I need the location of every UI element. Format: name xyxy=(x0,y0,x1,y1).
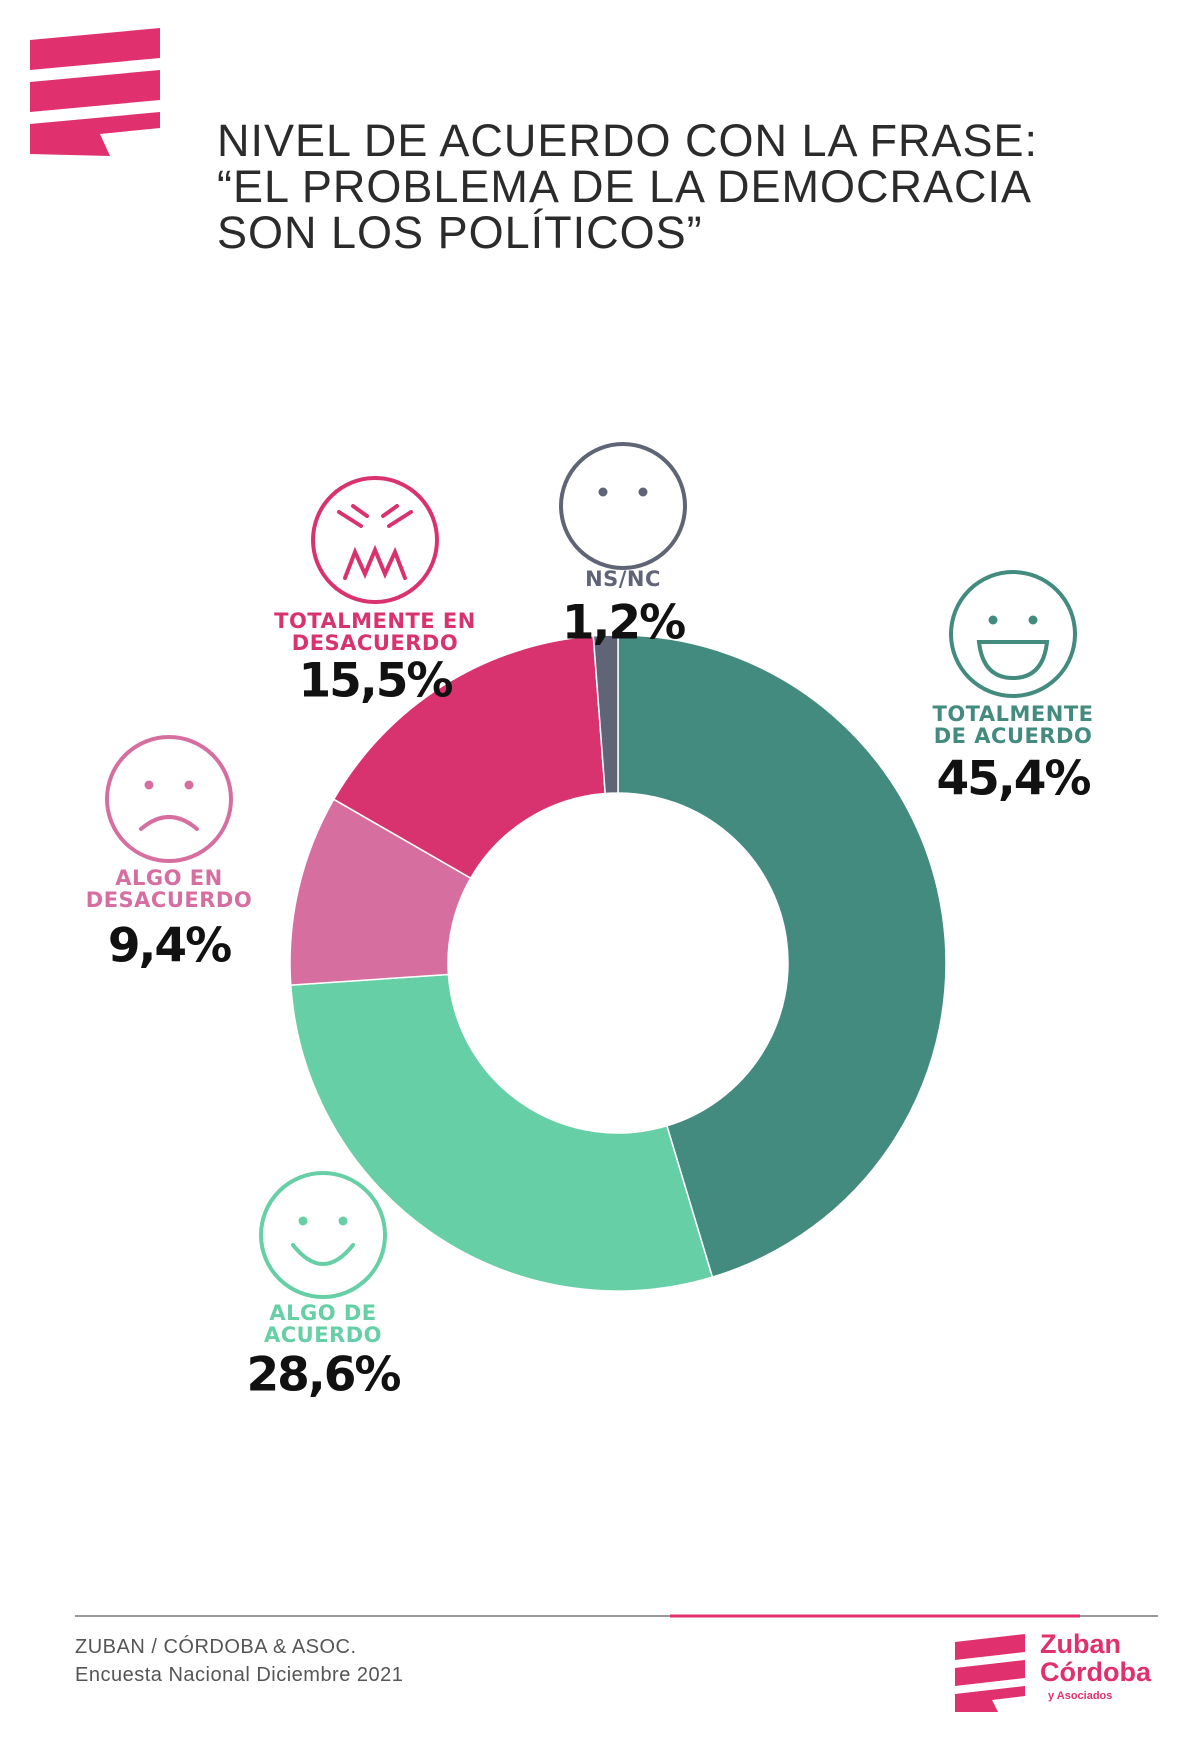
face-eye xyxy=(1028,615,1038,625)
logo-line: Zuban xyxy=(1040,1629,1121,1659)
donut-slice xyxy=(289,973,714,1292)
face-outline xyxy=(105,735,233,863)
value-label: 28,6% xyxy=(246,1347,401,1403)
face-mouth xyxy=(337,504,413,580)
face-icon xyxy=(259,1171,387,1299)
face-icon xyxy=(949,570,1077,698)
title-line: SON LOS POLÍTICOS” xyxy=(217,207,703,258)
face-icon xyxy=(311,476,439,604)
face-outline xyxy=(559,442,687,570)
face-eye xyxy=(638,487,648,497)
donut-slice xyxy=(592,634,619,795)
slice-label: NS/NC xyxy=(585,567,661,591)
face-eye xyxy=(298,1216,308,1226)
donut-slice xyxy=(617,634,947,1279)
face-eye xyxy=(338,1216,348,1226)
face-eye xyxy=(144,780,154,790)
footer-survey: Encuesta Nacional Diciembre 2021 xyxy=(75,1664,404,1686)
footer-logo-mark xyxy=(955,1634,1025,1712)
donut-slice xyxy=(332,635,607,880)
chart-title: NIVEL DE ACUERDO CON LA FRASE: “EL PROBL… xyxy=(217,118,1038,256)
face-outline xyxy=(949,570,1077,698)
face-outline xyxy=(259,1171,387,1299)
face-mouth xyxy=(291,1243,355,1266)
value-label: 45,4% xyxy=(936,751,1091,807)
face-eye xyxy=(988,615,998,625)
face-mouth xyxy=(976,640,1050,681)
slice-label: ALGO EN DESACUERDO xyxy=(85,866,253,912)
face-mouth xyxy=(139,815,199,831)
footer-source: ZUBAN / CÓRDOBA & ASOC. xyxy=(75,1636,357,1658)
face-icon xyxy=(105,735,233,863)
face-eye xyxy=(598,487,608,497)
slice-label: ALGO DE ACUERDO xyxy=(263,1301,382,1347)
face-eye xyxy=(184,780,194,790)
logo-line: Córdoba xyxy=(1040,1657,1151,1687)
slice-label: TOTALMENTE EN DESACUERDO xyxy=(274,609,476,655)
logo-line: y Asociados xyxy=(1048,1690,1113,1702)
value-label: 9,4% xyxy=(107,918,232,974)
value-label: 1,2% xyxy=(561,595,686,651)
logo-mark xyxy=(30,28,160,156)
title-line: NIVEL DE ACUERDO CON LA FRASE: xyxy=(217,115,1039,166)
value-label: 15,5% xyxy=(298,653,453,709)
face-icon xyxy=(559,442,687,570)
slice-label: TOTALMENTE DE ACUERDO xyxy=(932,702,1094,748)
face-outline xyxy=(311,476,439,604)
title-line: “EL PROBLEMA DE LA DEMOCRACIA xyxy=(217,161,1033,212)
